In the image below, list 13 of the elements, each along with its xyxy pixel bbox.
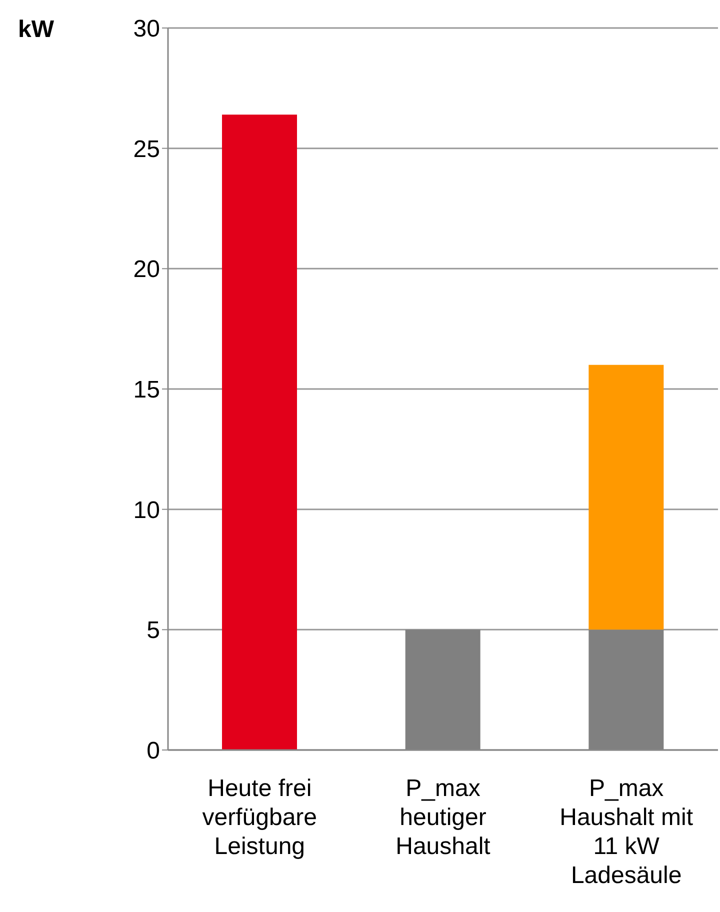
y-axis-title: kW xyxy=(18,16,54,44)
bar xyxy=(222,114,297,750)
y-tick-label: 5 xyxy=(146,617,160,644)
y-tick-label: 20 xyxy=(133,256,160,284)
y-tick-label: 10 xyxy=(133,496,160,524)
y-tick-label: 15 xyxy=(133,376,160,404)
y-tick-label: 30 xyxy=(133,16,160,43)
bar xyxy=(588,364,664,630)
x-tick-label: P_max Haushalt mit 11 kW Ladesäule xyxy=(560,775,694,889)
x-tick-label: Heute frei verfügbare Leistung xyxy=(202,775,318,860)
x-tick-label: P_max heutiger Haushalt xyxy=(396,775,491,860)
y-tick-label: 25 xyxy=(133,136,160,163)
y-tick-label: 0 xyxy=(146,738,160,765)
